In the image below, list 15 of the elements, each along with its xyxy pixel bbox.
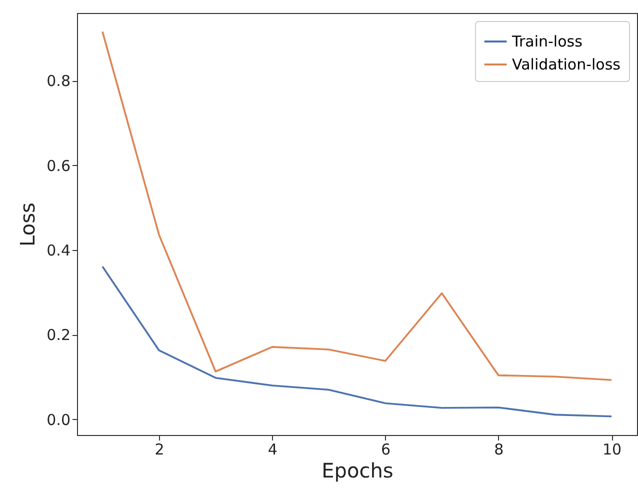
y-tick-label: 0.6 xyxy=(46,156,70,175)
legend-label: Validation-loss xyxy=(512,56,621,74)
x-tick-label: 6 xyxy=(381,440,391,458)
x-tick-label: 2 xyxy=(154,440,164,458)
y-tick-label: 0.0 xyxy=(46,410,70,429)
x-tick-label: 4 xyxy=(268,440,278,458)
y-tick-label: 0.8 xyxy=(46,72,70,90)
x-tick-label: 8 xyxy=(494,440,504,458)
y-tick-label: 0.2 xyxy=(46,326,70,344)
y-tick-label: 0.4 xyxy=(46,242,70,260)
x-axis-title: Epochs xyxy=(322,458,394,482)
legend-label: Train-loss xyxy=(511,32,583,50)
line-series xyxy=(102,266,612,418)
y-axis-title: Loss xyxy=(16,202,40,246)
x-tick-label: 10 xyxy=(602,440,622,458)
